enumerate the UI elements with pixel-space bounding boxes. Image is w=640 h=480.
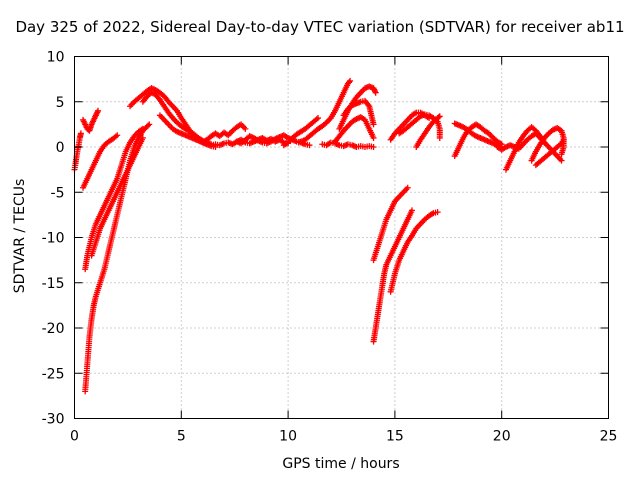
data-point-markers (319, 139, 377, 150)
series-arc-19 (370, 184, 411, 264)
data-point-markers (340, 97, 377, 128)
data-point-markers (370, 207, 415, 345)
x-tick-label: 25 (600, 429, 618, 445)
y-tick-label: 0 (56, 140, 65, 156)
data-point-markers (413, 113, 443, 150)
y-tick-label: -10 (42, 231, 65, 247)
data-point-markers (532, 136, 567, 169)
series-arc-3 (80, 132, 121, 191)
series-arc-13 (280, 115, 322, 149)
data-point-markers (80, 132, 121, 191)
series-arc-2 (80, 107, 101, 134)
data-markers (71, 77, 567, 395)
series-arc-15 (319, 139, 377, 150)
data-point-markers (88, 134, 146, 259)
x-tick-label: 10 (279, 429, 297, 445)
series-arc-10 (199, 121, 249, 146)
series-arc-20 (370, 207, 415, 345)
x-axis-label: GPS time / hours (282, 456, 400, 472)
y-tick-label: 10 (47, 50, 65, 66)
y-tick-label: -15 (42, 276, 65, 292)
y-tick-label: 5 (56, 95, 65, 111)
series-arc-30 (532, 136, 567, 169)
axis-ticks (74, 56, 609, 419)
series-arc-1 (71, 130, 84, 173)
y-tick-label: -5 (51, 185, 65, 201)
x-tick-label: 5 (177, 429, 186, 445)
series-arc-5 (82, 125, 146, 273)
data-point-markers (80, 107, 101, 134)
data-point-markers (71, 130, 84, 173)
x-tick-label: 15 (386, 429, 404, 445)
data-point-markers (370, 184, 411, 264)
series-arc-21 (387, 209, 441, 295)
series-arc-6 (88, 134, 146, 259)
y-axis-label: SDTVAR / TECUs (12, 178, 28, 294)
grid-lines (74, 56, 609, 419)
data-point-markers (199, 121, 249, 146)
x-tick-label: 20 (493, 429, 511, 445)
y-tick-labels: -30 -25 -20 -15 -10 -5 0 5 10 (42, 50, 65, 428)
data-point-markers (280, 115, 322, 149)
series-arc-4 (82, 121, 153, 395)
data-point-markers (451, 121, 505, 160)
series-arc-17 (340, 97, 377, 128)
data-point-markers (332, 114, 377, 145)
x-tick-label: 0 (70, 429, 79, 445)
y-tick-label: -30 (42, 412, 65, 428)
data-point-markers (82, 121, 153, 395)
series-arc-24 (413, 113, 443, 150)
series-arc-18 (332, 114, 377, 145)
data-point-markers (387, 209, 441, 295)
data-point-markers (82, 125, 146, 273)
series-arc-25 (451, 121, 505, 160)
y-tick-label: -20 (42, 321, 65, 337)
chart-title: Day 325 of 2022, Sidereal Day-to-day VTE… (15, 18, 625, 36)
data-point-markers (502, 124, 565, 173)
series-arc-14 (295, 77, 354, 146)
data-point-markers (295, 77, 354, 146)
series-arc-28 (502, 124, 565, 173)
y-tick-label: -25 (42, 366, 65, 382)
x-tick-labels: 0 5 10 15 20 25 (70, 429, 617, 445)
